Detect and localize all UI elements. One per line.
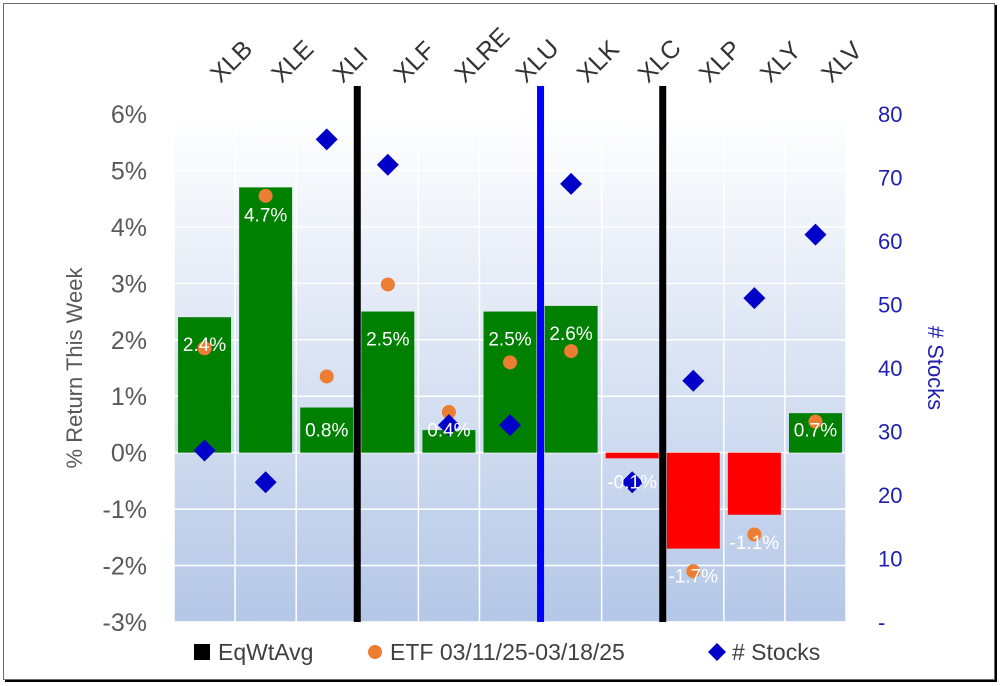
stocks-marker (743, 287, 766, 310)
bar-data-label: 0.7% (794, 421, 837, 442)
left-tick-label: -2% (103, 553, 147, 581)
left-tick-label: 3% (111, 270, 147, 298)
category-label: XLP (694, 35, 747, 88)
bar-data-label: 0.4% (427, 421, 470, 442)
right-tick-label: 10 (878, 547, 902, 572)
right-tick-label: 20 (878, 483, 902, 508)
etf-marker (564, 344, 579, 359)
bar-data-label: 0.8% (305, 421, 348, 442)
bar-data-labels: 2.4% 4.7% 0.8% 2.5% 0.4% 2.5% 2.6% -0.1% -1.7% -1… (183, 205, 837, 587)
etf-marker (319, 369, 334, 384)
bar-data-label: -1.7% (668, 567, 718, 588)
stocks-marker (560, 172, 583, 195)
chart-svg: 2.4%4.7%0.8%2.5%0.4%2.5% 2.6%-0.1%-1.7%-1… (62, 22, 948, 665)
category-label: XLU (510, 34, 564, 88)
bar-data-label: 2.5% (488, 330, 531, 351)
bar (300, 407, 354, 453)
left-tick-label: -1% (103, 496, 147, 524)
right-tick-label: - (878, 610, 885, 635)
stocks-marker (621, 471, 644, 494)
right-tick-label: 50 (878, 293, 902, 318)
separator-lines (353, 86, 667, 622)
stocks-marker (315, 128, 338, 151)
stocks-marker (499, 414, 521, 437)
bar-data-label: 2.5% (366, 330, 409, 351)
right-axis-ticks: 80 70 60 50 40 30 20 10 - (878, 102, 902, 635)
legend-swatch-etf (368, 645, 382, 659)
legend-label-etf: ETF 03/11/25-03/18/25 (390, 639, 625, 665)
stocks-marker (682, 369, 705, 392)
bar-data-label: 2.6% (549, 324, 592, 345)
bar-data-label: -1.1% (730, 533, 780, 554)
left-tick-label: 4% (111, 214, 147, 242)
bar (239, 187, 293, 453)
stocks-marker (193, 439, 216, 462)
right-tick-label: 80 (878, 102, 902, 127)
left-tick-label: 6% (111, 101, 147, 129)
legend-label-eqwtavg: EqWtAvg (218, 639, 313, 665)
right-axis-title: # Stocks (923, 326, 948, 410)
legend-label-stocks: # Stocks (732, 639, 820, 665)
right-tick-label: 70 (878, 166, 902, 191)
etf-marker (197, 341, 212, 356)
etf-marker (258, 188, 273, 203)
category-label: XLRE (449, 22, 515, 88)
bar-data-label: 2.4% (183, 335, 226, 356)
right-tick-label: 30 (878, 420, 902, 445)
bar (605, 452, 659, 459)
left-tick-label: 0% (111, 440, 147, 468)
etf-marker (441, 405, 456, 420)
left-axis-ticks: 6% 5% 4% 3% 2% 1% 0% -1% -2% -3% (103, 101, 147, 637)
category-label: XLE (266, 35, 319, 88)
legend: EqWtAvg ETF 03/11/25-03/18/25 # Stocks (194, 639, 820, 665)
bar (544, 305, 598, 453)
bar (666, 452, 720, 549)
legend-swatch-stocks (708, 643, 726, 661)
bar (178, 317, 232, 453)
category-label: XLY (755, 36, 807, 88)
chart-frame: 2.4% 4.7% 0.8% 2.5% 0.4% 2.5% 2.6% -0.1% -1.7% -1… (3, 3, 995, 680)
left-tick-label: 2% (111, 327, 147, 355)
stocks-marker (376, 153, 399, 176)
bar (727, 452, 781, 515)
stocks-marker (437, 414, 460, 437)
left-tick-label: 1% (111, 383, 147, 411)
etf-marker (747, 527, 762, 542)
category-label: XLF (388, 36, 440, 88)
etf-marker (503, 355, 517, 370)
etf-marker (380, 277, 395, 292)
left-tick-label: 5% (111, 157, 147, 185)
category-label: XLC (633, 34, 687, 88)
stocks-marker (254, 471, 277, 494)
bar-series (178, 187, 842, 549)
left-tick-label: -3% (103, 609, 147, 637)
category-label: XLI (327, 42, 373, 88)
bar-data-label: 4.7% (244, 205, 287, 226)
etf-marker (686, 564, 701, 579)
bar (422, 430, 476, 453)
category-label: XLK (572, 35, 625, 88)
right-tick-label: 60 (878, 229, 902, 254)
category-label: XLB (205, 35, 258, 88)
stocks-marker (804, 223, 827, 246)
right-tick-label: 40 (878, 356, 902, 381)
left-axis-title: % Return This Week (62, 267, 87, 469)
legend-swatch-eqwtavg (194, 644, 210, 660)
bar-data-label: -0.1% (607, 473, 657, 494)
stocks-marker-series (193, 128, 827, 494)
bar (361, 311, 415, 453)
etf-marker (808, 414, 823, 429)
category-label: XLV (816, 36, 868, 88)
